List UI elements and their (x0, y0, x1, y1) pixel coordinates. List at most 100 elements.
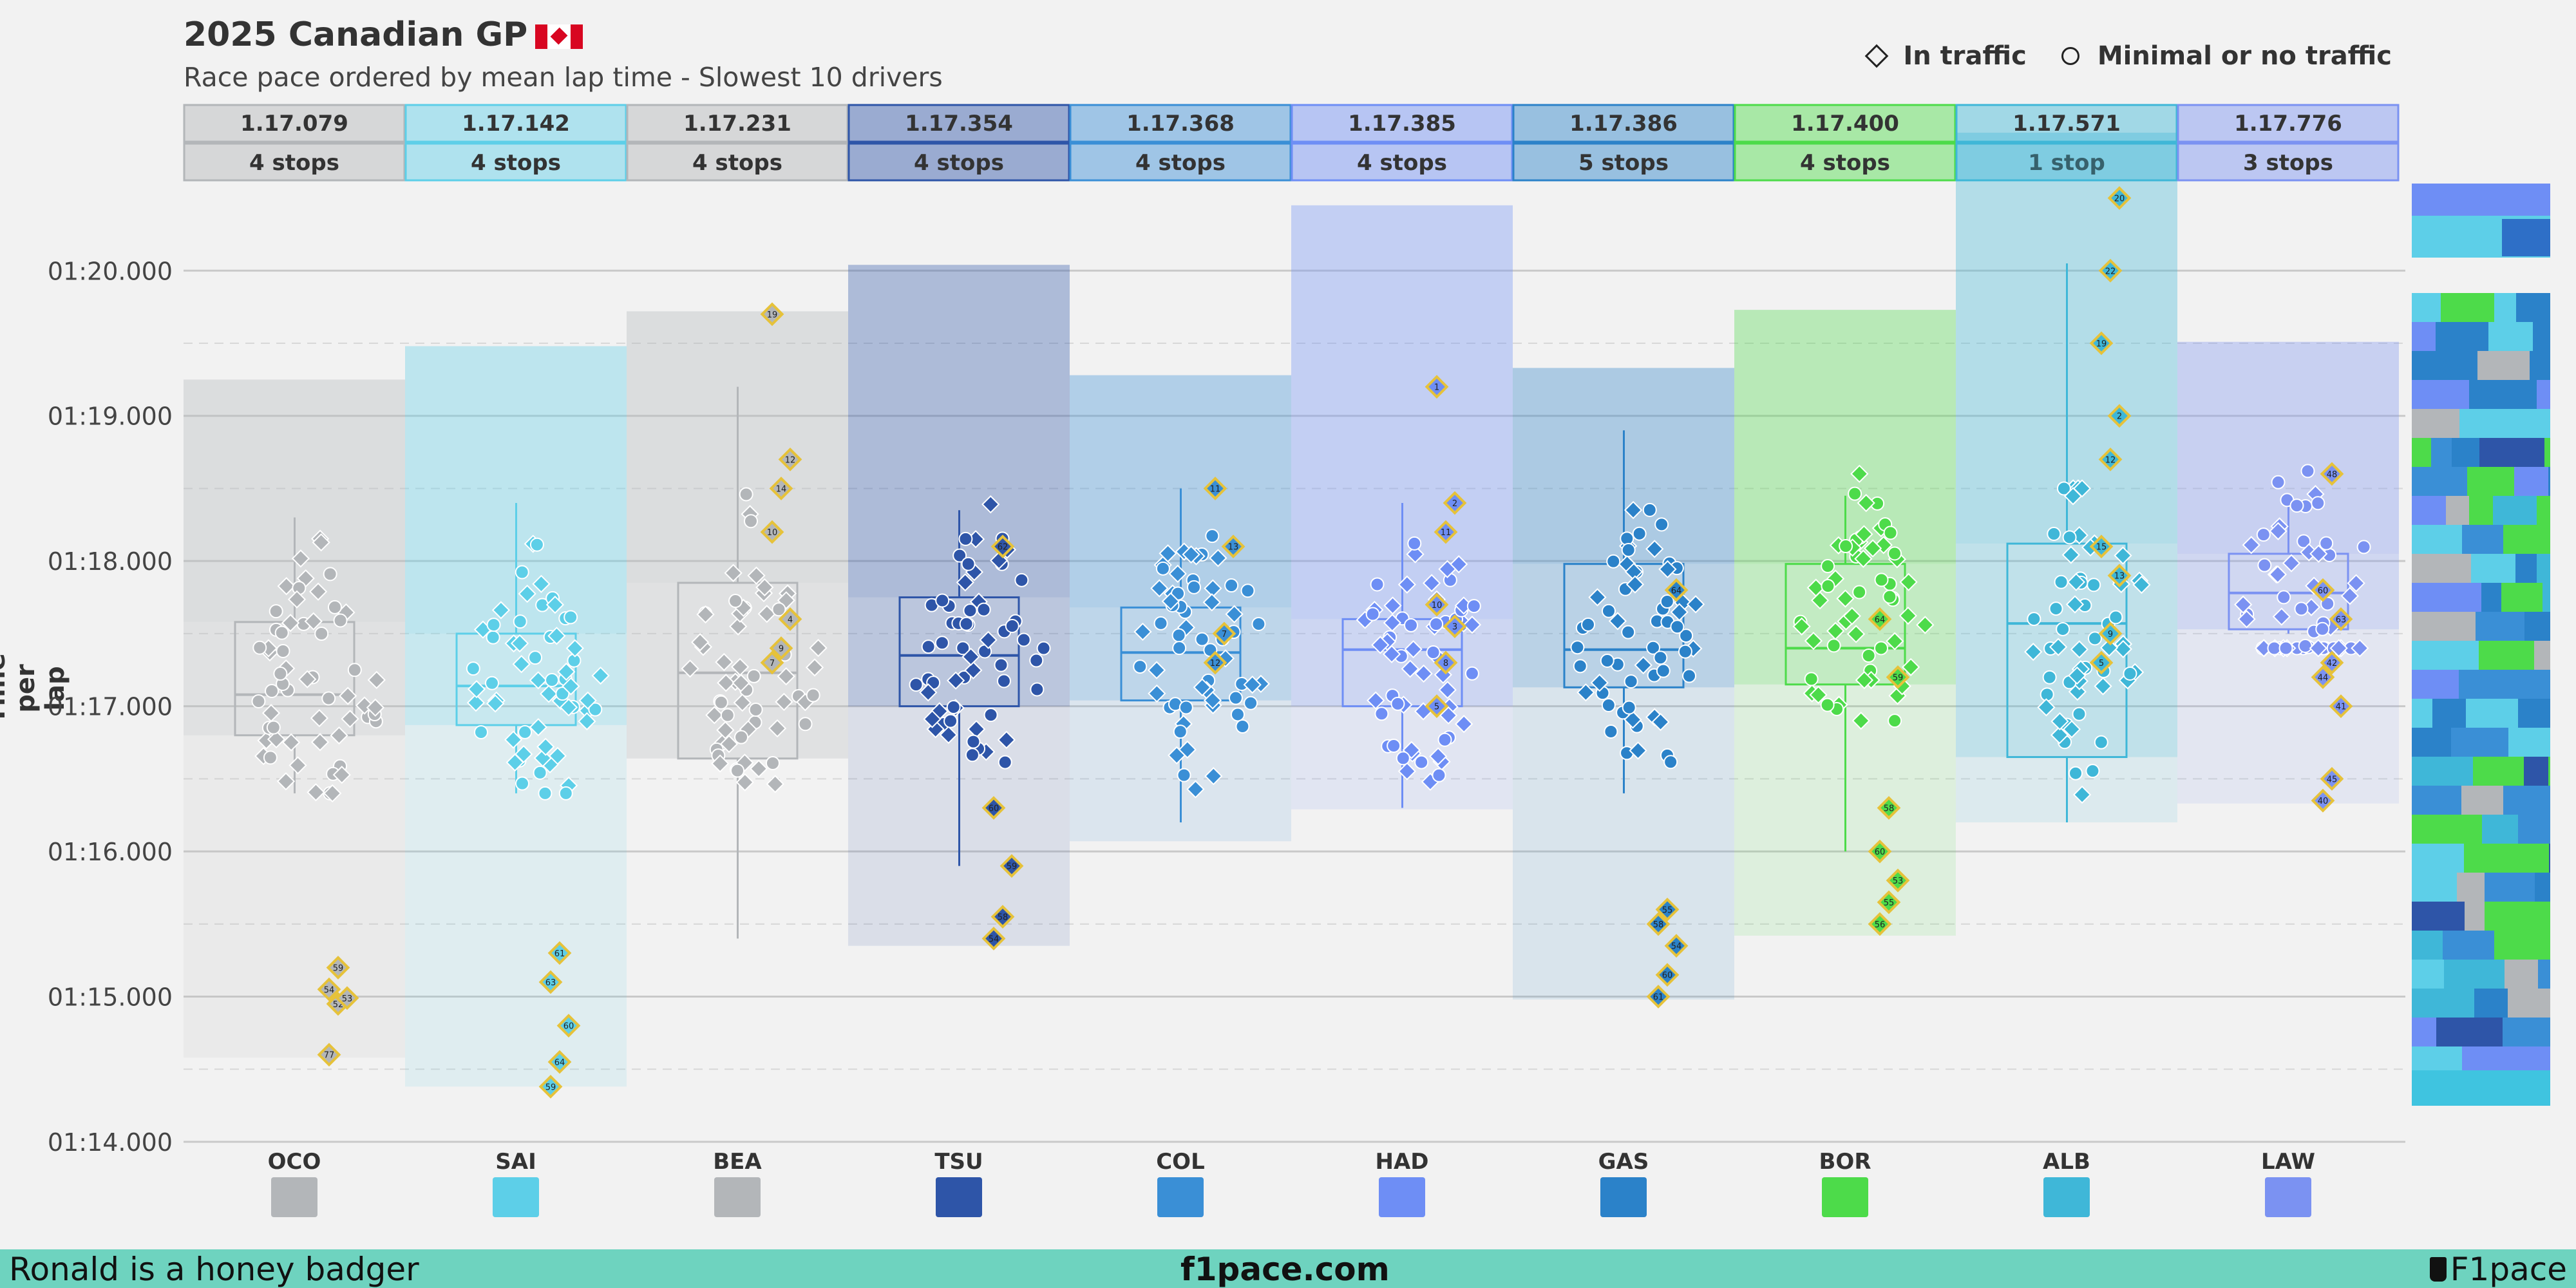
stint-strip-segment (2412, 525, 2462, 554)
lap-point-circle (952, 548, 967, 563)
highlight-lap-point (2098, 621, 2123, 646)
lap-point-diamond (766, 775, 784, 793)
lap-point-circle (976, 602, 991, 617)
stops-cell (404, 142, 627, 182)
lap-point-diamond (775, 692, 793, 712)
stint-strip-segment (2412, 989, 2474, 1018)
stint-strip-segment (2518, 699, 2550, 728)
highlight-lap-point (990, 535, 1015, 559)
mean-time-cell (1734, 104, 1956, 143)
lap-point-circle (935, 593, 950, 608)
lap-point-diamond (1826, 621, 1845, 640)
highlight-lap-point (317, 1043, 341, 1067)
lap-point-diamond (1836, 589, 1855, 608)
highlight-lap-point (1877, 890, 1901, 914)
lap-point-diamond (750, 759, 768, 778)
lap-number-label: 60 (989, 804, 999, 813)
lap-point-circle (558, 786, 573, 800)
lap-number-label: 48 (2327, 470, 2338, 480)
lap-point-diamond (2268, 565, 2287, 584)
lap-point-circle (533, 765, 547, 780)
lap-point-circle (720, 708, 735, 723)
footer-site-link[interactable]: f1pace.com (1180, 1251, 1390, 1288)
highlight-lap-point (326, 956, 350, 980)
lap-point-circle (2256, 527, 2271, 542)
lap-point-diamond (1855, 525, 1873, 544)
mean-time-label: 1.17.571 (2012, 111, 2121, 137)
lap-point-circle (1570, 640, 1585, 655)
lap-point-circle (1604, 724, 1618, 739)
lap-point-circle (1230, 707, 1245, 722)
highlight-lap-point (1425, 694, 1449, 719)
lap-point-diamond (532, 574, 551, 593)
lap-point-diamond (310, 708, 329, 728)
stint-strip-segment (2514, 467, 2548, 496)
lap-point-diamond (486, 694, 505, 713)
stint-strip-segment (2439, 844, 2464, 873)
stint-strip-segment (2461, 786, 2503, 815)
lap-point-circle (538, 786, 553, 800)
highlight-lap-point (1443, 614, 1467, 639)
lap-number-label: 13 (1228, 543, 1239, 553)
lap-point-circle (513, 614, 527, 629)
lap-point-diamond (711, 754, 730, 773)
stint-strip-segment (2524, 757, 2548, 786)
lap-point-circle (1171, 628, 1186, 643)
lap-point-circle (983, 708, 998, 723)
lap-point-circle (1173, 724, 1188, 739)
lap-point-diamond (518, 584, 536, 603)
driver-code-label: OCO (268, 1149, 321, 1175)
lap-point-circle (1821, 559, 1835, 574)
stint-strip-segment (2412, 960, 2444, 989)
lap-point-circle (2072, 706, 2087, 721)
lap-point-diamond (1414, 664, 1433, 683)
lap-point-circle (1821, 579, 1835, 594)
lap-number-label: 63 (2336, 615, 2347, 625)
lap-point-circle (1133, 659, 1148, 674)
lap-point-diamond (2340, 587, 2359, 605)
lap-point-circle (2087, 631, 2102, 646)
lap-number-label: 59 (1007, 862, 1018, 872)
lap-point-diamond (1846, 625, 1866, 643)
lap-point-circle (564, 610, 578, 625)
lap-point-diamond (1401, 659, 1419, 678)
lap-point-diamond (1645, 540, 1664, 558)
lap-number-label: 3 (1452, 623, 1457, 632)
stint-strip-segment (2494, 293, 2516, 322)
lap-point-circle (1172, 641, 1187, 656)
stops-cell (1291, 142, 1513, 182)
lap-point-circle (1177, 768, 1191, 782)
stint-strip-segment (2502, 219, 2550, 256)
lap-point-circle (2319, 536, 2334, 551)
lap-point-diamond (1397, 575, 1417, 594)
driver-column-tsu: 1.17.354 4 stops 54 58 59 60 62 TSU (848, 104, 1070, 1217)
lap-point-circle (1187, 580, 1202, 594)
lap-point-diamond (1367, 691, 1385, 710)
lap-point-circle (1396, 751, 1410, 766)
lap-point-diamond (1624, 500, 1643, 520)
lap-point-circle (730, 763, 745, 778)
stint-strip-segment (2494, 931, 2550, 960)
highlight-lap-point (1646, 912, 1671, 936)
lap-point-circle (2267, 641, 2282, 656)
lap-point-circle (2069, 766, 2083, 781)
lap-point-circle (965, 748, 980, 762)
highlight-lap-point (1203, 477, 1227, 500)
lap-number-label: 45 (2327, 775, 2338, 784)
highlight-lap-point (2320, 650, 2344, 675)
lap-point-diamond (1629, 741, 1647, 760)
lap-point-diamond (1651, 712, 1670, 732)
lap-point-diamond (956, 573, 974, 592)
stint-strip-segment (2451, 728, 2508, 757)
driver-column-bor: 1.17.400 4 stops 56 55 53 60 58 59 64 BOR (1734, 104, 1956, 1217)
lap-number-label: 41 (2336, 703, 2347, 712)
lap-point-diamond (2234, 595, 2253, 614)
lap-point-diamond (1438, 681, 1457, 699)
lap-number-label: 10 (767, 528, 778, 538)
lap-number-label: 7 (1222, 630, 1227, 639)
lap-point-diamond (1854, 549, 1873, 568)
lap-point-circle (2056, 481, 2071, 496)
lap-number-label: 19 (2096, 339, 2107, 349)
y-tick-label: 01:19.000 (48, 402, 173, 431)
lap-number-label: 11 (1441, 528, 1452, 538)
